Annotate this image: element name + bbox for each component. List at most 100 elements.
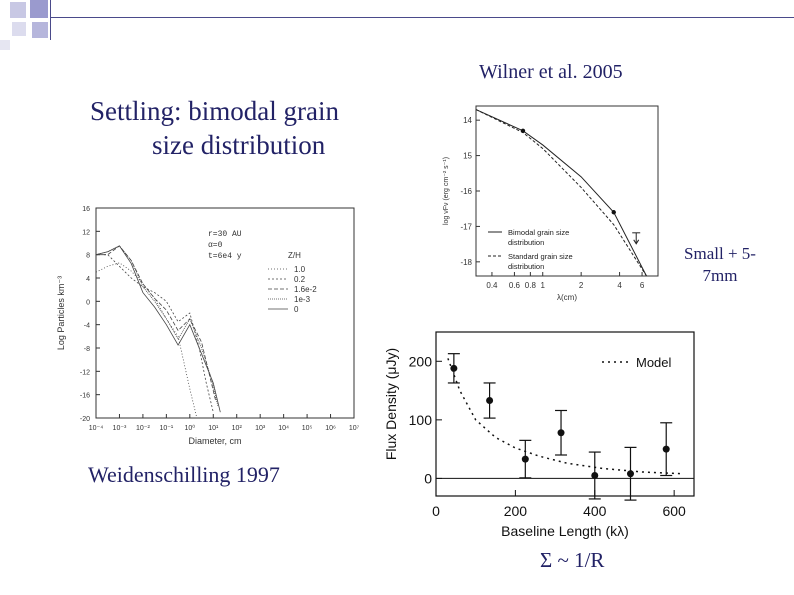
- corner-square-1: [10, 2, 26, 18]
- note-small-line-2: 7mm: [702, 266, 738, 285]
- legend-entry: 1e-3: [294, 295, 311, 304]
- x-tick-label: 10³: [255, 425, 266, 432]
- y-tick-label: -4: [84, 323, 90, 330]
- y-tick-label: 15: [463, 152, 472, 161]
- wilner-visibility-chart: 0 200 400 600 0 100 200 Baseline Length (kλ) Flu…: [383, 331, 695, 539]
- x-tick-label: 4: [617, 281, 622, 290]
- y-tick-label: -20: [80, 416, 90, 423]
- citation-wilner: Wilner et al. 2005: [479, 61, 623, 83]
- x-tick-label: 2: [579, 281, 584, 290]
- title-rule: [50, 17, 794, 18]
- y-axis-label: Flux Density (μJy): [383, 348, 399, 460]
- legend-entry: Bimodal grain size: [508, 228, 569, 237]
- series-line: [96, 245, 217, 401]
- y-tick-label: -12: [80, 369, 90, 376]
- model-curve: [447, 358, 683, 475]
- note-small-grains: Small + 5- 7mm: [670, 243, 770, 287]
- legend-entry-cont: distribution: [508, 238, 544, 247]
- x-tick-label: 6: [640, 281, 645, 290]
- note-small-line-1: Small + 5-: [684, 244, 756, 263]
- legend-entry: 0.2: [294, 275, 306, 284]
- data-point: [521, 455, 529, 463]
- corner-square-4: [32, 22, 48, 38]
- y-tick-label: 8: [86, 253, 90, 260]
- y-tick-label: -18: [460, 258, 472, 267]
- y-tick-label: 12: [82, 229, 90, 236]
- annotation-line: t=6e4 y: [208, 252, 242, 261]
- upper-limit-arrow: [633, 239, 640, 245]
- y-tick-label: 4: [86, 276, 90, 283]
- x-tick-label: 0: [432, 503, 440, 519]
- series-line: [475, 109, 647, 277]
- x-tick-label: 1: [541, 281, 546, 290]
- x-tick-label: 10⁻³: [113, 425, 127, 432]
- data-point: [611, 210, 616, 215]
- y-tick-label: 0: [424, 470, 432, 486]
- series-line: [95, 245, 221, 413]
- y-tick-label: 14: [463, 116, 472, 125]
- data-point: [626, 470, 634, 478]
- legend-entry: 1.0: [294, 265, 306, 274]
- title-rule-vertical: [50, 0, 51, 40]
- x-axis-label: Diameter, cm: [188, 436, 241, 446]
- legend-title: Z/H: [288, 251, 301, 260]
- x-tick-label: 10⁻²: [136, 425, 150, 432]
- x-tick-label: 10²: [232, 425, 243, 432]
- annotation-line: α=0: [208, 241, 223, 250]
- legend-entry: Model: [636, 355, 672, 370]
- legend-entry: 1.6e-2: [294, 285, 317, 294]
- x-tick-label: 10⁻¹: [159, 425, 173, 432]
- y-tick-label: -16: [80, 393, 90, 400]
- data-point: [662, 445, 670, 453]
- annotation-line: r=30 AU: [208, 230, 242, 239]
- plot-frame: [95, 207, 355, 419]
- x-tick-label: 10⁴: [278, 425, 289, 432]
- x-tick-label: 0.4: [486, 281, 498, 290]
- slide-title-line-2: size distribution: [152, 130, 326, 160]
- wilner-sed-chart: 0.4 0.6 0.8 1 2 4 6 14 15 -16 -17 -18 λ(cm) log νFν (…: [443, 105, 659, 302]
- series-line: [96, 254, 214, 413]
- y-axis-label: Log Particles km⁻³: [56, 276, 66, 350]
- corner-square-5: [0, 40, 10, 50]
- x-tick-label: 10⁷: [349, 425, 360, 432]
- plot-frame: [435, 331, 695, 497]
- note-surface-density: Σ ~ 1/R: [540, 548, 605, 572]
- x-tick-label: 0.6: [509, 281, 521, 290]
- y-tick-label: 200: [409, 353, 433, 369]
- y-tick-label: -17: [460, 222, 472, 231]
- y-tick-label: -8: [84, 346, 90, 353]
- legend-entry-cont: distribution: [508, 262, 544, 271]
- y-axis-label: log νFν (erg cm⁻² s⁻¹): [443, 157, 450, 225]
- x-axis-label: λ(cm): [557, 293, 577, 302]
- x-tick-label: 600: [662, 503, 686, 519]
- data-point: [591, 472, 599, 479]
- y-tick-label: 0: [86, 299, 90, 306]
- citation-weidenschilling: Weidenschilling 1997: [88, 462, 280, 487]
- y-tick-label: 100: [409, 412, 433, 428]
- weidenschilling-chart: 10⁻⁴ 10⁻³ 10⁻² 10⁻¹ 10⁰ 10¹ 10² 10³ 10⁴ 10⁵ 10⁶ 10⁷…: [56, 206, 360, 446]
- x-tick-label: 10⁻⁴: [89, 425, 104, 432]
- data-point: [486, 397, 494, 405]
- data-point: [557, 429, 565, 437]
- corner-square-3: [12, 22, 26, 36]
- data-point: [520, 128, 526, 133]
- series-line: [475, 109, 647, 277]
- series-line: [95, 262, 198, 419]
- data-point: [450, 364, 458, 372]
- slide-title: Settling: bimodal grain size distributio…: [90, 94, 410, 162]
- corner-square-2: [30, 0, 48, 18]
- x-axis-label: Baseline Length (kλ): [501, 523, 629, 539]
- series-line: [95, 245, 219, 407]
- x-tick-label: 10⁶: [325, 425, 336, 432]
- x-tick-label: 10⁰: [185, 424, 196, 432]
- y-tick-label: 16: [82, 206, 90, 213]
- legend-entry: 0: [294, 305, 299, 314]
- x-tick-label: 200: [504, 503, 528, 519]
- x-tick-label: 10⁵: [302, 425, 313, 432]
- x-tick-label: 0.8: [525, 281, 537, 290]
- slide-title-line-1: Settling: bimodal grain: [90, 96, 339, 126]
- x-tick-label: 400: [583, 503, 607, 519]
- x-tick-label: 10¹: [208, 425, 219, 432]
- y-tick-label: -16: [460, 187, 472, 196]
- legend-entry: Standard grain size: [508, 252, 573, 261]
